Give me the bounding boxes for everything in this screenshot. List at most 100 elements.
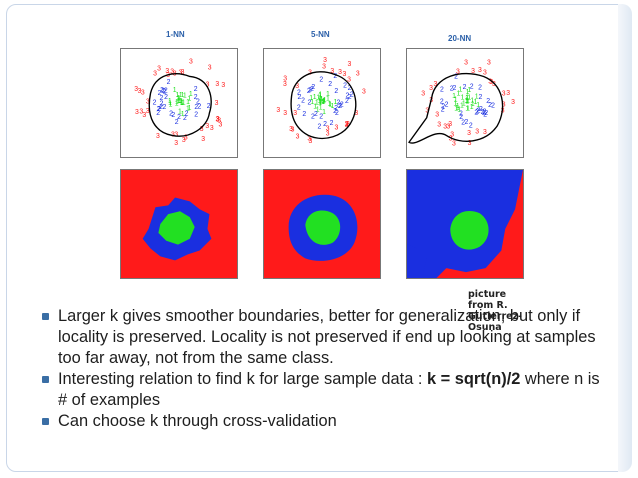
scatter-point: 3 xyxy=(471,68,475,75)
scatter-point: 1 xyxy=(454,106,458,113)
scatter-point: 1 xyxy=(186,99,190,106)
scatter-point: 2 xyxy=(160,87,164,94)
scatter-point: 3 xyxy=(139,109,143,116)
scatter-point: 1 xyxy=(318,91,322,98)
scatter-point: 1 xyxy=(175,99,179,106)
scatter-point: 2 xyxy=(440,87,444,94)
scatter-point: 1 xyxy=(182,99,186,106)
scatter-point: 2 xyxy=(348,85,352,92)
scatter-point: 3 xyxy=(323,57,327,64)
scatter-point: 1 xyxy=(168,100,172,107)
scatter-point: 3 xyxy=(216,116,220,123)
scatter-point: 2 xyxy=(479,106,483,113)
scatter-point: 3 xyxy=(450,131,454,138)
scatter-point: 2 xyxy=(333,73,337,80)
scatter-point: 1 xyxy=(188,96,192,103)
scatter-point: 1 xyxy=(465,97,469,104)
scatter-point: 2 xyxy=(167,79,171,86)
scatter-point: 1 xyxy=(315,100,319,107)
scatter-point: 3 xyxy=(467,130,471,137)
scatter-point: 2 xyxy=(307,88,311,95)
scatter-point: 3 xyxy=(478,67,482,74)
scatter-point: 1 xyxy=(320,97,324,104)
scatter-point: 2 xyxy=(338,103,342,110)
scatter-point: 1 xyxy=(322,109,326,116)
scatter-point: 1 xyxy=(470,104,474,111)
scatter-point: 1 xyxy=(474,99,478,106)
scatter-point: 3 xyxy=(189,59,193,66)
scatter-point: 3 xyxy=(326,130,330,137)
scatter-point: 2 xyxy=(159,104,163,111)
scatter-point: 2 xyxy=(470,84,474,91)
scatter-point: 2 xyxy=(159,95,163,102)
scatter-point: 1 xyxy=(331,103,335,110)
scatter-point: 1 xyxy=(180,100,184,107)
scatter-point: 3 xyxy=(475,129,479,136)
scatter-point: 1 xyxy=(169,101,173,108)
scatter-point: 2 xyxy=(441,104,445,111)
scatter-point: 2 xyxy=(308,87,312,94)
bullet-item-2: Interesting relation to find k for large… xyxy=(42,369,602,411)
scatter-point: 2 xyxy=(317,124,321,131)
scatter-point: 2 xyxy=(459,111,463,118)
scatter-point: 2 xyxy=(157,106,161,113)
scatter-point: 2 xyxy=(298,94,302,101)
scatter-point: 1 xyxy=(188,105,192,112)
bullet-marker-icon xyxy=(42,376,49,383)
scatter-point: 3 xyxy=(487,60,491,67)
panel-title-5nn: 5-NN xyxy=(311,30,330,39)
scatter-point: 1 xyxy=(326,91,330,98)
scatter-point: 1 xyxy=(319,99,323,106)
scatter-point: 3 xyxy=(221,82,225,89)
scatter-point: 3 xyxy=(345,121,349,128)
scatter-point: 3 xyxy=(208,65,212,72)
scatter-point: 1 xyxy=(179,98,183,105)
scatter-point: 3 xyxy=(425,107,429,114)
scatter-point: 1 xyxy=(467,94,471,101)
scatter-point: 3 xyxy=(307,136,311,143)
bullet-list: Larger k gives smoother boundaries, bett… xyxy=(42,306,602,432)
scatter-point: 2 xyxy=(328,81,332,88)
scatter-point: 1 xyxy=(178,108,182,115)
scatter-point: 3 xyxy=(448,121,452,128)
scatter-point: 1 xyxy=(322,98,326,105)
bullet-marker-icon xyxy=(42,313,49,320)
scatter-point: 3 xyxy=(293,110,297,117)
scatter-point: 2 xyxy=(207,103,211,110)
scatter-point: 3 xyxy=(146,108,150,115)
scatter-point: 3 xyxy=(347,76,351,83)
scatter-point: 2 xyxy=(481,109,485,116)
scatter-point: 1 xyxy=(326,95,330,102)
scatter-point: 2 xyxy=(319,76,323,83)
scatter-point: 1 xyxy=(183,93,187,100)
scatter-point: 1 xyxy=(471,101,475,108)
scatter-point: 2 xyxy=(478,84,482,91)
scatter-point: 3 xyxy=(283,81,287,88)
scatter-point: 1 xyxy=(328,101,332,108)
region-plot-1nn xyxy=(120,169,238,279)
bullet-formula: k = sqrt(n)/2 xyxy=(427,370,521,388)
scatter-point: 1 xyxy=(310,99,314,106)
scatter-point: 3 xyxy=(348,61,352,68)
scatter-point: 3 xyxy=(205,123,209,130)
scatter-point: 1 xyxy=(175,92,179,99)
scatter-point: 3 xyxy=(201,136,205,143)
scatter-point: 3 xyxy=(492,81,496,88)
scatter-point: 3 xyxy=(182,137,186,144)
scatter-point: 1 xyxy=(309,95,313,102)
scatter-point: 2 xyxy=(479,94,483,101)
scatter-point: 3 xyxy=(435,111,439,118)
scatter-point: 1 xyxy=(466,89,470,96)
scatter-plot-1nn: 2123231112132121312323312311232232113333… xyxy=(120,48,238,158)
scatter-point: 2 xyxy=(453,85,457,92)
scatter-point: 1 xyxy=(180,99,184,106)
bullet-marker-icon xyxy=(42,418,49,425)
scatter-point: 2 xyxy=(459,114,463,121)
scatter-point: 3 xyxy=(488,78,492,85)
scatter-point: 1 xyxy=(475,94,479,101)
scatter-point: 3 xyxy=(429,85,433,92)
region-plot-20nn xyxy=(406,169,524,279)
scatter-point: 3 xyxy=(157,66,161,73)
scatter-point: 3 xyxy=(356,71,360,78)
